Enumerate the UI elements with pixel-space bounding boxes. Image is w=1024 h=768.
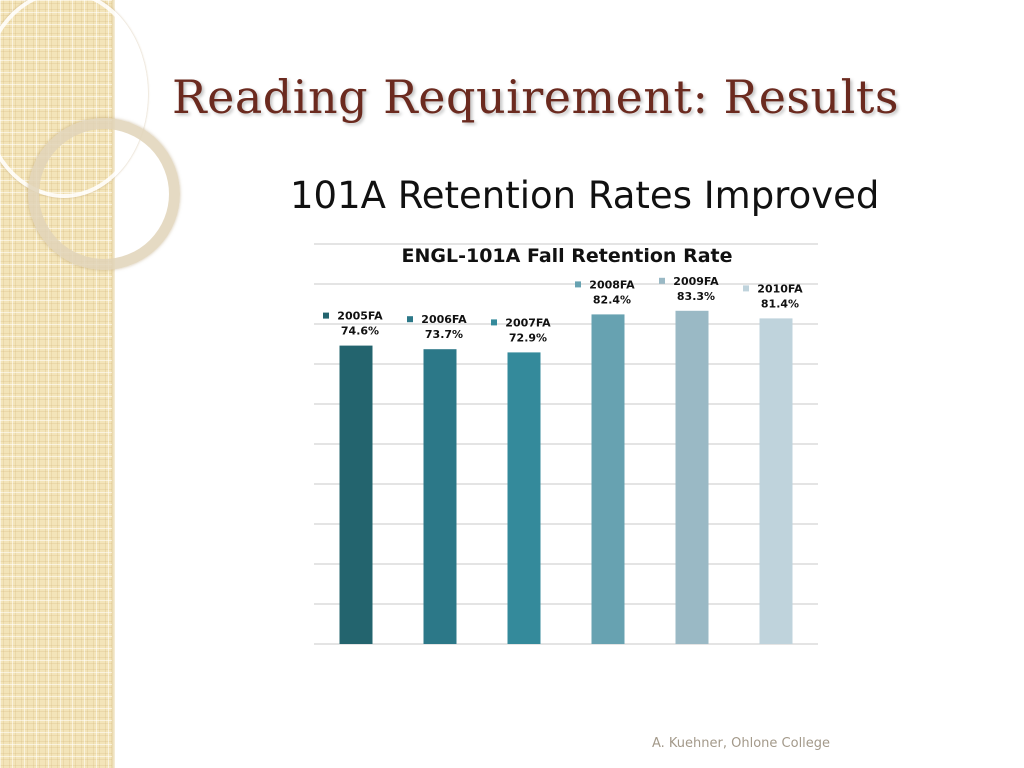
label-marker-2007FA [491, 319, 497, 326]
bar-2009FA [675, 310, 709, 644]
category-label-2007FA: 2007FA [505, 316, 551, 329]
slide-subtitle: 101A Retention Rates Improved [290, 174, 880, 217]
footer-credit: A. Kuehner, Ohlone College [652, 736, 831, 751]
label-marker-2006FA [407, 316, 413, 323]
category-label-2006FA: 2006FA [421, 313, 467, 326]
chart-data-labels: 2005FA 74.6% 2006FA 73.7% 2007FA 72.9% 2008FA 8… [323, 275, 803, 344]
label-marker-2005FA [323, 312, 329, 319]
chart-title: ENGL-101A Fall Retention Rate [402, 245, 733, 267]
value-label-2005FA: 74.6% [341, 325, 379, 338]
bar-2010FA [759, 318, 793, 644]
bar-2006FA [423, 349, 457, 644]
value-label-2009FA: 83.3% [677, 290, 715, 303]
value-label-2010FA: 81.4% [761, 297, 799, 310]
bar-2007FA [507, 352, 541, 644]
bar-2005FA [339, 345, 373, 644]
category-label-2005FA: 2005FA [337, 310, 383, 323]
bar-2008FA [591, 314, 625, 644]
decorative-ring-small [28, 118, 180, 270]
label-marker-2009FA [659, 277, 665, 284]
value-label-2008FA: 82.4% [593, 293, 631, 306]
category-label-2008FA: 2008FA [589, 278, 635, 291]
retention-bar-chart: 2005FA 74.6% 2006FA 73.7% 2007FA 72.9% 2008FA 8… [314, 243, 818, 645]
strip-edge [112, 0, 115, 768]
label-marker-2008FA [575, 281, 581, 288]
value-label-2007FA: 72.9% [509, 331, 547, 344]
slide-title: Reading Requirement: Results [172, 70, 899, 124]
category-label-2009FA: 2009FA [673, 275, 719, 288]
label-marker-2010FA [743, 285, 749, 292]
category-label-2010FA: 2010FA [757, 282, 803, 295]
value-label-2006FA: 73.7% [425, 328, 463, 341]
chart-bars [339, 310, 793, 644]
chart-gridlines [314, 243, 818, 645]
